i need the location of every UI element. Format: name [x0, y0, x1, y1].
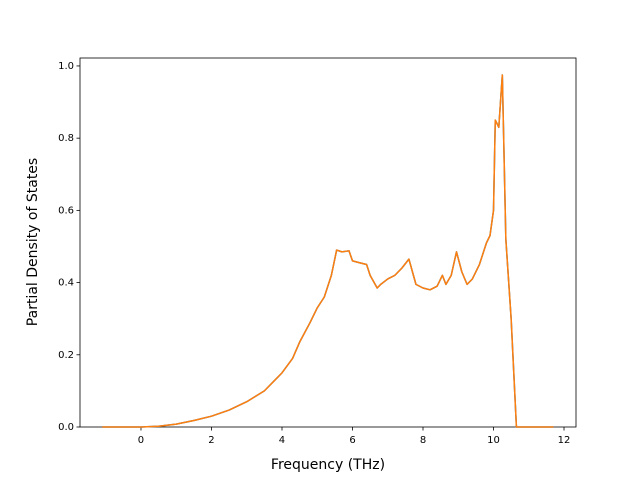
- y-tick-label: 0.4: [58, 278, 74, 289]
- x-tick-label: 6: [349, 435, 355, 446]
- x-tick-label: 8: [420, 435, 426, 446]
- y-axis-label: Partial Density of States: [25, 158, 41, 326]
- y-tick-label: 0.0: [58, 422, 74, 433]
- y-tick-label: 0.2: [58, 350, 74, 361]
- x-tick-label: 4: [279, 435, 285, 446]
- x-axis-label: Frequency (THz): [271, 457, 385, 473]
- x-tick-label: 12: [558, 435, 571, 446]
- x-tick-label: 10: [487, 435, 500, 446]
- plot-frame: [79, 57, 577, 428]
- data-line: [102, 74, 554, 428]
- y-tick-label: 0.8: [58, 133, 74, 144]
- y-tick-label: 0.6: [58, 205, 74, 216]
- x-tick-label: 2: [208, 435, 214, 446]
- y-tick-label: 1.0: [58, 61, 74, 72]
- data-line: [102, 74, 554, 428]
- x-tick-label: 0: [138, 435, 144, 446]
